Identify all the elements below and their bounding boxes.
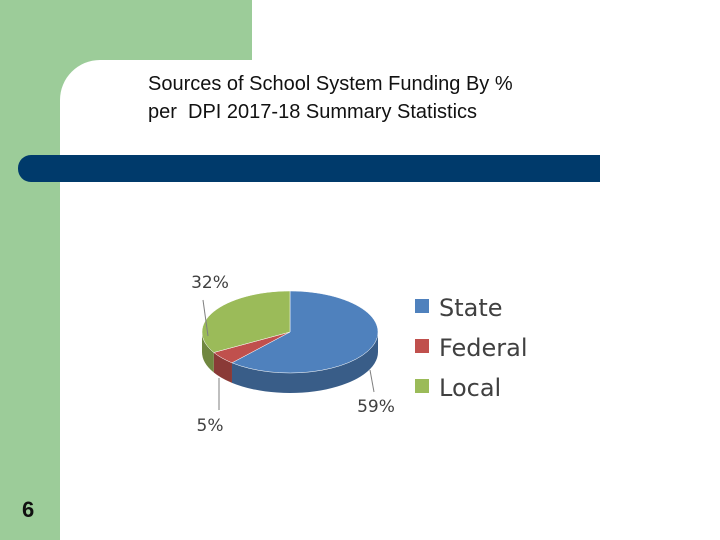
pie-depth-layer — [202, 332, 378, 394]
legend-swatch-local — [415, 379, 429, 393]
chart-legend: State Federal Local — [415, 294, 528, 402]
data-label-federal: 5% — [197, 416, 224, 436]
data-label-state: 59% — [357, 397, 395, 417]
data-label-local: 32% — [191, 273, 229, 293]
legend-label-state: State — [439, 294, 503, 322]
top-accent-block — [60, 0, 252, 60]
legend-swatch-federal — [415, 339, 429, 353]
pie-slice-local — [201, 290, 291, 353]
legend-label-local: Local — [439, 374, 501, 402]
legend-label-federal: Federal — [439, 334, 528, 362]
slide-title-line-2: per DPI 2017-18 Summary Statistics — [148, 101, 478, 123]
legend-swatch-state — [415, 299, 429, 313]
pie-data-labels: 59% 5% 32% — [191, 273, 395, 436]
page-number: 6 — [22, 497, 35, 522]
pie-top-layer — [201, 290, 379, 374]
title-divider-bar — [18, 155, 600, 182]
pie-side-local — [202, 332, 214, 373]
slide-title-line-1: Sources of School System Funding By % — [148, 73, 513, 95]
pie-side-federal — [213, 352, 232, 383]
pie-leader-lines — [202, 299, 375, 410]
leader-line-state — [369, 369, 375, 393]
slide-title: Sources of School System Funding By % pe… — [148, 70, 668, 126]
leader-line-local — [202, 299, 209, 337]
pie-side-state — [231, 332, 378, 394]
pie-slice-state — [231, 290, 379, 374]
side-accent-column — [0, 0, 60, 540]
content-corner — [60, 60, 100, 100]
